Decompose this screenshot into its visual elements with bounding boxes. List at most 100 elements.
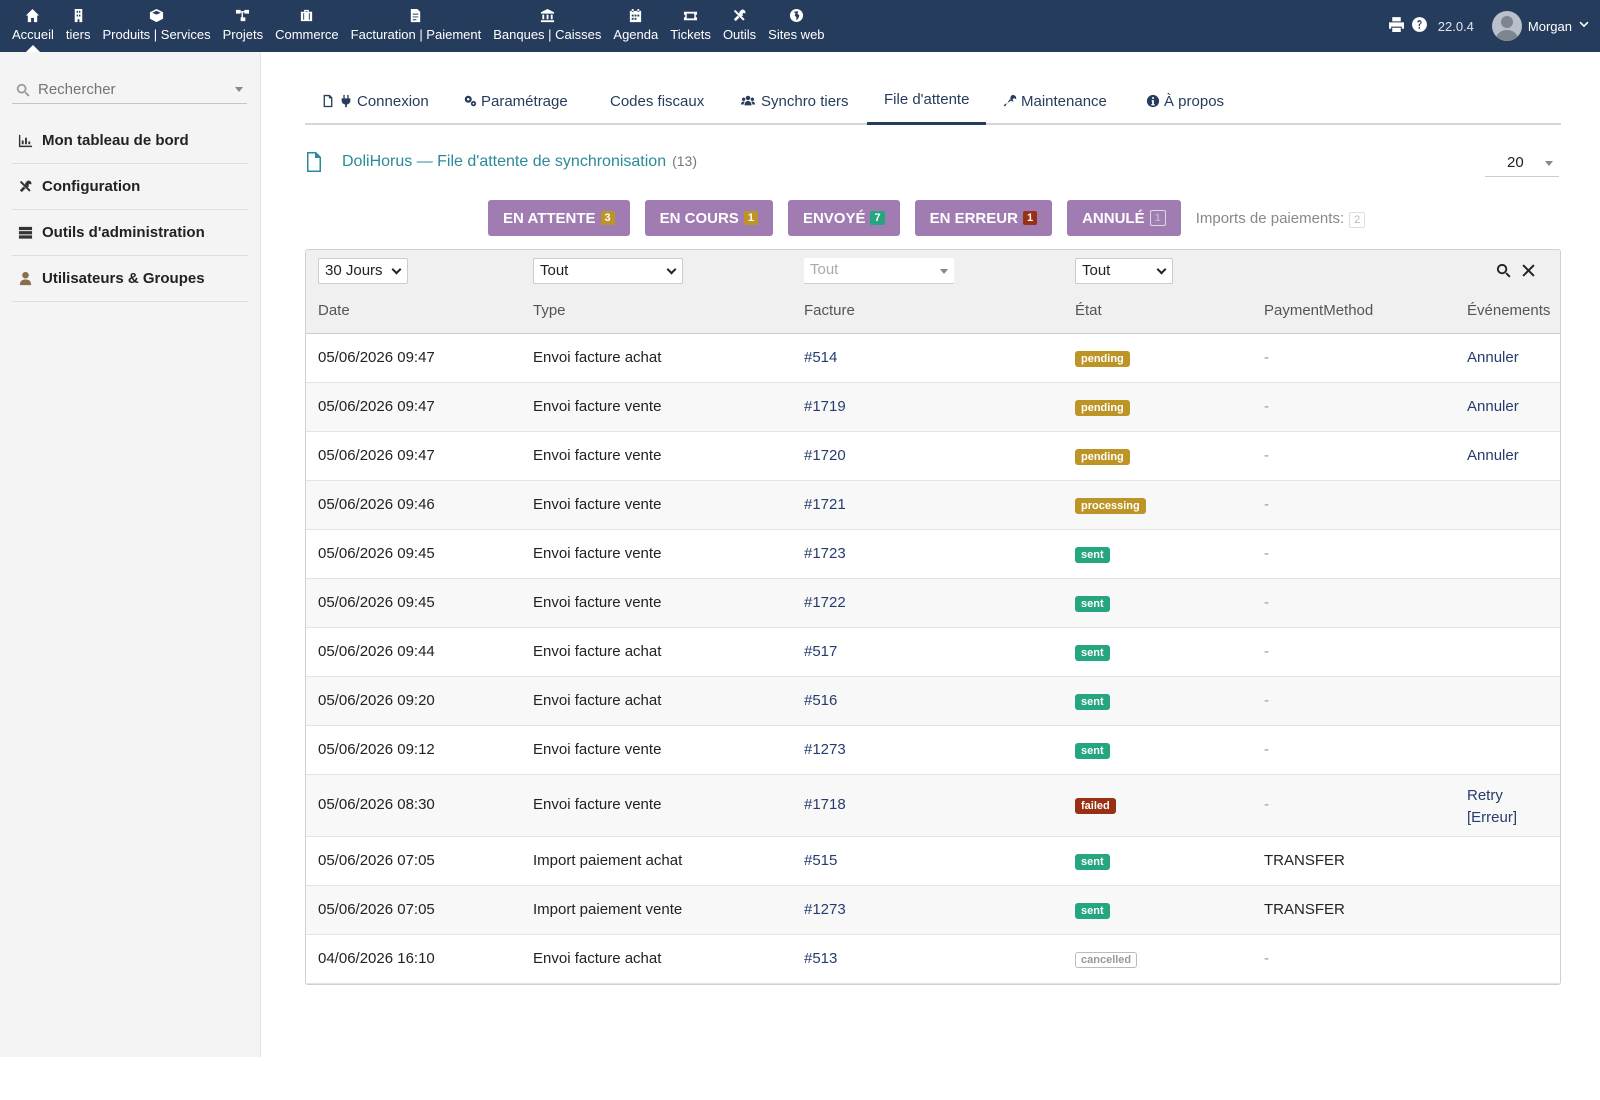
column-header-payment-method[interactable]: PaymentMethod bbox=[1264, 302, 1374, 319]
topnav-produits[interactable]: Produits | Services bbox=[96, 0, 216, 52]
invoice-link[interactable]: #1721 bbox=[804, 496, 846, 513]
invoice-link[interactable]: #1718 bbox=[804, 796, 846, 813]
status-badge: pending bbox=[1075, 400, 1130, 416]
invoice-link[interactable]: #513 bbox=[804, 950, 838, 967]
cancel-link[interactable]: Annuler bbox=[1467, 447, 1519, 464]
invoice-link[interactable]: #515 bbox=[804, 852, 838, 869]
user-name[interactable]: Morgan bbox=[1527, 18, 1572, 34]
topnav-banques[interactable]: Banques | Caisses bbox=[487, 0, 607, 52]
payment-method-cell: - bbox=[1264, 796, 1269, 813]
invoice-filter-select[interactable]: Tout bbox=[804, 258, 954, 284]
status-badge: pending bbox=[1075, 449, 1130, 465]
invoice-link[interactable]: #517 bbox=[804, 643, 838, 660]
topnav-label: Accueil bbox=[12, 27, 54, 42]
state-cell: processing bbox=[1075, 496, 1146, 514]
page-size-select[interactable]: 20 bbox=[1485, 149, 1559, 177]
status-pending-button[interactable]: EN ATTENTE 3 bbox=[488, 200, 630, 236]
date-cell: 05/06/2026 09:47 bbox=[318, 447, 435, 464]
clear-filter-icon[interactable] bbox=[1521, 263, 1537, 279]
type-filter-select[interactable]: Tout bbox=[533, 258, 683, 284]
type-cell: Envoi facture vente bbox=[533, 594, 662, 611]
column-header-date[interactable]: Date bbox=[318, 302, 350, 319]
table-row: 05/06/2026 07:05 Import paiement vente #12… bbox=[306, 886, 1560, 935]
table-row: 05/06/2026 09:20 Envoi facture achat #516 s… bbox=[306, 677, 1560, 726]
plug-icon bbox=[341, 94, 351, 108]
cancel-link[interactable]: Annuler bbox=[1467, 398, 1519, 415]
ticket-icon bbox=[684, 11, 698, 21]
calendar-icon bbox=[630, 8, 642, 23]
chevron-down-icon[interactable] bbox=[1578, 18, 1590, 35]
search-input[interactable] bbox=[38, 81, 218, 98]
status-error-button[interactable]: EN ERREUR 1 bbox=[914, 200, 1053, 236]
state-cell: sent bbox=[1075, 545, 1110, 563]
file-icon bbox=[307, 152, 321, 172]
sidebar-item-users-groups[interactable]: Utilisateurs & Groupes bbox=[12, 256, 248, 302]
events-cell: Annuler bbox=[1467, 349, 1519, 366]
topnav-commerce[interactable]: Commerce bbox=[269, 0, 345, 52]
state-cell: sent bbox=[1075, 643, 1110, 661]
error-detail-link[interactable]: [Erreur] bbox=[1467, 809, 1518, 826]
sidebar-item-configuration[interactable]: Configuration bbox=[12, 164, 248, 210]
tab-label: Maintenance bbox=[1021, 92, 1107, 110]
invoice-link[interactable]: #516 bbox=[804, 692, 838, 709]
type-cell: Envoi facture vente bbox=[533, 398, 662, 415]
topnav-tiers[interactable]: tiers bbox=[60, 0, 97, 52]
cancel-link[interactable]: Annuler bbox=[1467, 349, 1519, 366]
payment-method-cell: - bbox=[1264, 545, 1269, 562]
column-header-state[interactable]: État bbox=[1075, 302, 1102, 319]
tab-a-propos[interactable]: À propos bbox=[1146, 77, 1224, 125]
topnav-sites-web[interactable]: Sites web bbox=[762, 0, 830, 52]
payment-imports-link[interactable]: Imports de paiements: 2 bbox=[1196, 210, 1366, 228]
status-badge: sent bbox=[1075, 547, 1110, 563]
print-icon[interactable] bbox=[1388, 16, 1405, 37]
status-sent-button[interactable]: ENVOYÉ 7 bbox=[787, 200, 900, 236]
search-dropdown-icon[interactable] bbox=[235, 87, 243, 92]
payment-method-cell: - bbox=[1264, 950, 1269, 967]
sidebar-item-dashboard[interactable]: Mon tableau de bord bbox=[12, 118, 248, 164]
topnav-outils[interactable]: Outils bbox=[717, 0, 762, 52]
tab-file-attente[interactable]: File d'attente bbox=[867, 77, 987, 125]
type-cell: Envoi facture achat bbox=[533, 950, 662, 967]
invoice-link[interactable]: #1722 bbox=[804, 594, 846, 611]
tab-codes-fiscaux[interactable]: Codes fiscaux bbox=[610, 77, 704, 125]
state-cell: failed bbox=[1075, 796, 1116, 814]
column-header-events[interactable]: Événements bbox=[1467, 302, 1551, 319]
status-badge: sent bbox=[1075, 694, 1110, 710]
status-processing-button[interactable]: EN COURS 1 bbox=[644, 200, 773, 236]
invoice-link[interactable]: #1720 bbox=[804, 447, 846, 464]
topnav-accueil[interactable]: Accueil bbox=[6, 0, 60, 52]
column-header-invoice[interactable]: Facture bbox=[804, 302, 855, 319]
topnav-projets[interactable]: Projets bbox=[217, 0, 269, 52]
page-title: DoliHorus — File d'attente de synchronis… bbox=[342, 153, 698, 170]
status-badge: pending bbox=[1075, 351, 1130, 367]
tab-connexion[interactable]: Connexion bbox=[321, 77, 429, 125]
home-icon bbox=[26, 8, 40, 23]
state-filter-select[interactable]: Tout bbox=[1075, 258, 1173, 284]
tab-maintenance[interactable]: Maintenance bbox=[1003, 77, 1107, 125]
search-icon[interactable] bbox=[1496, 263, 1512, 279]
sidebar-search[interactable] bbox=[12, 76, 247, 104]
invoice-link[interactable]: #1719 bbox=[804, 398, 846, 415]
retry-link[interactable]: Retry bbox=[1467, 787, 1503, 804]
topnav-agenda[interactable]: Agenda bbox=[607, 0, 664, 52]
avatar[interactable] bbox=[1491, 11, 1522, 41]
status-badge: processing bbox=[1075, 498, 1146, 514]
table-row: 04/06/2026 16:10 Envoi facture achat #513 c… bbox=[306, 935, 1560, 984]
tab-parametrage[interactable]: Paramétrage bbox=[463, 77, 568, 125]
invoice-link[interactable]: #514 bbox=[804, 349, 838, 366]
sitemap-icon bbox=[236, 9, 250, 22]
sidebar-item-admin-tools[interactable]: Outils d'administration bbox=[12, 210, 248, 256]
topnav-facturation[interactable]: Facturation | Paiement bbox=[345, 0, 488, 52]
column-header-type[interactable]: Type bbox=[533, 302, 566, 319]
invoice-link[interactable]: #1273 bbox=[804, 901, 846, 918]
help-icon[interactable] bbox=[1411, 16, 1428, 37]
state-cell: cancelled bbox=[1075, 950, 1138, 968]
status-cancelled-button[interactable]: ANNULÉ 1 bbox=[1067, 200, 1181, 236]
period-filter-select[interactable]: 30 Jours bbox=[318, 258, 408, 284]
dropdown-caret-icon bbox=[940, 269, 948, 274]
date-cell: 05/06/2026 09:45 bbox=[318, 594, 435, 611]
invoice-link[interactable]: #1723 bbox=[804, 545, 846, 562]
tab-synchro-tiers[interactable]: Synchro tiers bbox=[739, 77, 849, 125]
invoice-link[interactable]: #1273 bbox=[804, 741, 846, 758]
topnav-tickets[interactable]: Tickets bbox=[664, 0, 717, 52]
